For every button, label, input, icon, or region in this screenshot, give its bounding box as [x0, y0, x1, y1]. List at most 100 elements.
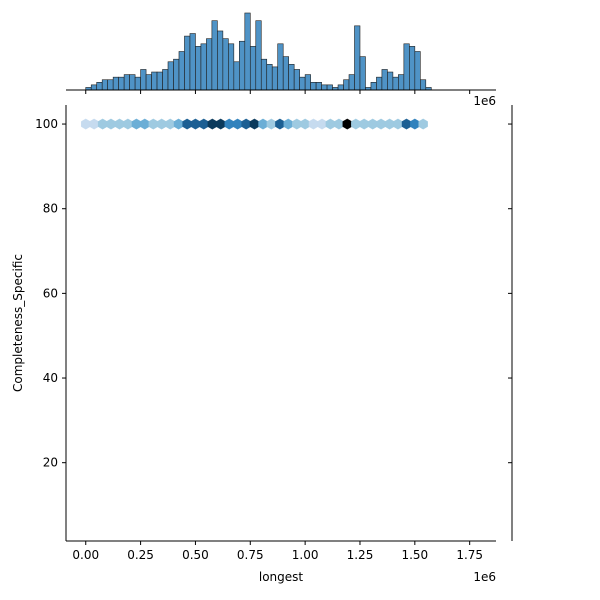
- histogram-bar: [189, 33, 196, 91]
- hexbin-cell: [232, 118, 243, 130]
- hexbin-cell: [89, 118, 99, 130]
- hexbin-cell: [275, 118, 285, 130]
- x-tick-label: 0.75: [237, 548, 264, 562]
- y-tick-label: 40: [43, 371, 58, 385]
- x-offset-label: 1e6: [473, 570, 496, 584]
- histogram-bar: [260, 58, 268, 91]
- marginal-x-histogram: [85, 12, 432, 91]
- hexbin-cell: [131, 118, 142, 130]
- hexbin-cell: [224, 118, 234, 130]
- histogram-bar: [222, 38, 229, 91]
- hexbin-cell: [418, 118, 428, 130]
- histogram-bar: [293, 69, 300, 91]
- histogram-bar: [337, 84, 344, 91]
- histogram-bar: [244, 12, 251, 91]
- histogram-bar: [123, 74, 130, 91]
- x-tick-label: 1.00: [292, 548, 319, 562]
- histogram-bar: [409, 46, 416, 91]
- hexbin-cell: [114, 118, 125, 130]
- histogram-bar: [206, 38, 213, 91]
- histogram-bar: [101, 79, 108, 91]
- hexbin-cell: [156, 118, 167, 130]
- y-axis-label: Completeness_Specific: [11, 254, 25, 392]
- marginal-y-tick-marks: [508, 123, 512, 464]
- hexbin-cell: [384, 118, 395, 130]
- hexbin-cell: [300, 118, 310, 130]
- histogram-bar: [403, 43, 410, 91]
- hexbin-cell: [342, 118, 352, 130]
- histogram-bar: [96, 82, 103, 91]
- hexbin-cell: [173, 118, 184, 130]
- histogram-bar: [381, 69, 388, 91]
- x-tick-label: 0.50: [182, 548, 209, 562]
- hexbin-cell: [241, 118, 251, 130]
- histogram-bar: [112, 76, 119, 91]
- hexbin-cell: [393, 118, 403, 130]
- hexbin-cell: [325, 118, 336, 130]
- hexbin-cell: [106, 118, 116, 130]
- histogram-bar: [255, 20, 262, 91]
- histogram-bar: [304, 74, 311, 91]
- hexbin-cell: [258, 118, 268, 130]
- histogram-bar: [195, 46, 202, 91]
- histogram-bar: [134, 76, 141, 91]
- histogram-bar: [266, 64, 273, 91]
- histogram-bar: [90, 84, 98, 91]
- histogram-bar: [343, 79, 350, 91]
- histogram-bar: [326, 84, 333, 91]
- hexbin-layer: [81, 118, 428, 130]
- histogram-bar: [228, 43, 235, 91]
- histogram-bar: [414, 51, 421, 91]
- x-axis-label: longest: [259, 570, 304, 584]
- hexbin-cell: [351, 118, 361, 130]
- histogram-bar: [398, 74, 405, 91]
- hexbin-cell: [249, 118, 260, 130]
- hexbin-cell: [182, 118, 192, 130]
- histogram-bar: [118, 76, 125, 91]
- hexbin-cell: [410, 118, 420, 130]
- x-tick-label: 0.00: [72, 548, 99, 562]
- hexbin-cell: [123, 118, 133, 130]
- histogram-bar: [173, 58, 180, 91]
- hexbin-cell: [283, 118, 293, 130]
- x-axis: 0.00 0.25 0.50 0.75 1.00 1.25 1.50 1.75: [72, 541, 483, 562]
- hexbin-cell: [359, 118, 369, 130]
- hexbin-cell: [292, 118, 302, 130]
- hexbin-cell: [376, 118, 386, 130]
- y-tick-label: 60: [43, 286, 58, 300]
- histogram-bar: [156, 71, 163, 91]
- y-tick-label: 80: [43, 202, 58, 216]
- histogram-bar: [315, 82, 322, 91]
- hexbin-cell: [148, 118, 159, 130]
- histogram-bar: [239, 40, 246, 91]
- histogram-bar: [359, 56, 366, 91]
- histogram-bar: [310, 82, 317, 91]
- hexbin-cell: [266, 118, 277, 130]
- histogram-bar: [288, 64, 295, 91]
- histogram-bar: [348, 74, 355, 91]
- histogram-bar: [233, 61, 240, 91]
- histogram-bar: [271, 66, 279, 91]
- histogram-bar: [167, 61, 174, 91]
- histogram-bar: [140, 69, 147, 91]
- histogram-bar: [162, 69, 169, 91]
- hexbin-cell: [401, 118, 412, 130]
- x-tick-label: 1.25: [347, 548, 374, 562]
- histogram-bar: [387, 71, 394, 91]
- histogram-bar: [200, 43, 207, 91]
- histogram-bar: [277, 43, 284, 91]
- x-tick-label: 0.25: [127, 548, 154, 562]
- hexbin-cell: [190, 118, 201, 130]
- histogram-bar: [129, 74, 136, 91]
- y-tick-label: 20: [43, 456, 58, 470]
- marginal-x-tick-marks: [85, 90, 471, 94]
- histogram-bar: [354, 25, 361, 91]
- hexbin-cell: [140, 118, 150, 130]
- histogram-bar: [376, 76, 383, 91]
- hexbin-cell: [199, 118, 209, 130]
- histogram-bar: [299, 76, 306, 91]
- hexbin-cell: [308, 118, 319, 130]
- hexbin-cell: [334, 118, 344, 130]
- histogram-bar: [145, 74, 152, 91]
- hexbin-cell: [207, 118, 218, 130]
